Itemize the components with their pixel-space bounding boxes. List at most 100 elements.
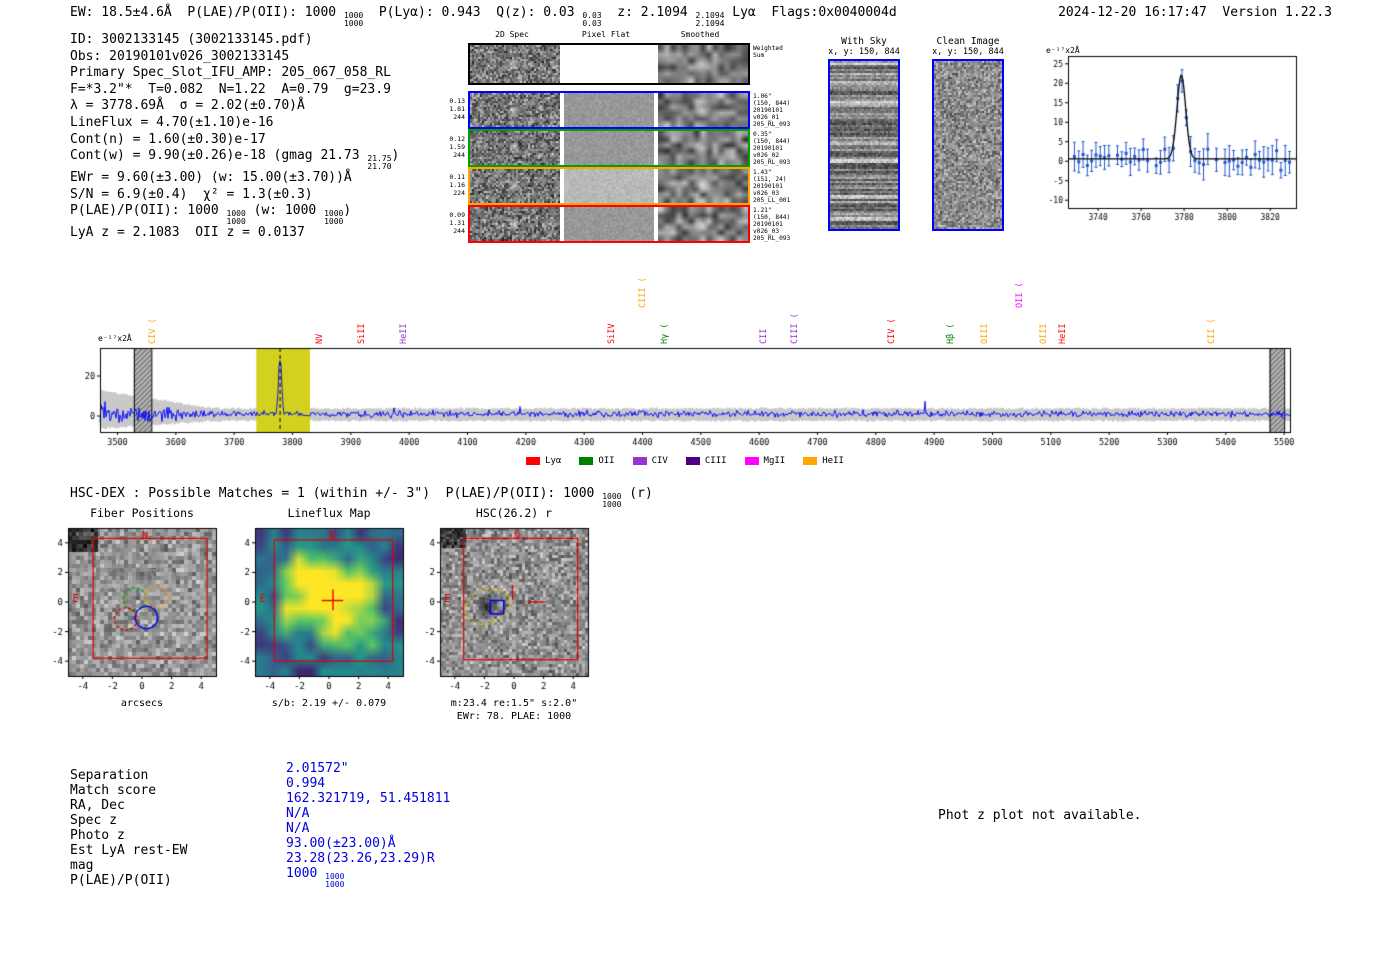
legend-item: OII xyxy=(579,456,615,466)
photz-note: Phot z plot not available. xyxy=(938,808,1142,823)
lineflux-map-title: Lineflux Map xyxy=(287,506,371,520)
text-run: HSC-DEX : Possible Matches = 1 (within +… xyxy=(70,486,603,501)
text-run: (r) xyxy=(621,486,653,501)
stacked-fraction: 0.03 0.03 xyxy=(582,11,602,28)
cutout-row-box xyxy=(468,91,750,129)
cutout-row: 0.11 1.16 224 1.43" (151, 24) 20190101 v026_03… xyxy=(432,167,803,205)
cutout-row-info: 1.21" (150, 844) 20190101 v026_03 205_RL_093 xyxy=(753,207,791,242)
match-row-value: 1000 1000 1000 xyxy=(286,866,345,889)
match-row-value: 162.321719, 51.451811 xyxy=(286,791,451,806)
spec2d-cutout-grid: 2D Spec Pixel Flat Smoothed Weighted Sum 0.13… xyxy=(432,30,804,254)
text-run: LyA z = 2.1083 OII z = 0.0137 xyxy=(70,225,305,241)
cutout-row-info: 0.35" (150, 844) 20190101 v026_02 205_RL_093 xyxy=(753,131,791,166)
cutout-row-info: Weighted Sum xyxy=(753,45,783,59)
legend-swatch xyxy=(632,457,647,465)
fiber-positions-title: Fiber Positions xyxy=(90,506,194,520)
line-id-label: OIII xyxy=(1038,323,1049,344)
cutout-row-box xyxy=(468,43,750,85)
text-run: P(Lyα): 0.943 Q(z): 0.03 xyxy=(363,5,583,20)
line-id-label: CII xyxy=(758,328,769,344)
legend-swatch xyxy=(744,457,759,465)
match-row: Match score 0.994 xyxy=(70,776,450,798)
clean-image-title: Clean Image xyxy=(936,36,1000,47)
legend-swatch xyxy=(526,457,541,465)
text-run: λ = 3778.69Å σ = 2.02(±0.70)Å xyxy=(70,98,305,114)
line-id-label: HeII xyxy=(399,323,410,344)
hsc-cutout-canvas xyxy=(406,524,596,696)
line-fit-plot: e⁻¹⁷x2Å xyxy=(1034,44,1306,234)
cutout-column-header: 2D Spec xyxy=(495,30,529,39)
line-id-label: HeII xyxy=(1058,323,1069,344)
timestamp-version: 2024-12-20 16:17:47 Version 1.22.3 xyxy=(1058,5,1332,20)
smoothed-cell xyxy=(658,169,748,203)
line-id-label: CIV ( xyxy=(148,318,159,344)
line-id-label: CII ( xyxy=(1207,318,1218,344)
cutout-row-box xyxy=(468,167,750,205)
text-run: P(LAE)/P(OII): 1000 xyxy=(70,203,227,219)
hsc-cutout-title: HSC(26.2) r xyxy=(475,506,553,520)
spec2d-cell xyxy=(470,45,560,83)
match-row-label: P(LAE)/P(OII) xyxy=(70,873,172,888)
line-id-label: Hγ ( xyxy=(659,323,670,344)
text-run: (w: 1000 xyxy=(245,203,325,219)
smoothed-cell xyxy=(658,207,748,241)
detection-info-block: ID: 3002133145 (3002133145.pdf) Obs: 2019… xyxy=(70,32,399,242)
stacked-fraction: 2.1094 2.1094 xyxy=(695,11,725,28)
info-line: LineFlux = 4.70(±1.10)e-16 xyxy=(70,115,399,132)
text-run: Primary Spec_Slot_IFU_AMP: 205_067_058_R… xyxy=(70,65,391,81)
info-line: ID: 3002133145 (3002133145.pdf) xyxy=(70,32,399,49)
line-id-label: OIII xyxy=(979,323,990,344)
legend-label: CIV xyxy=(651,456,668,466)
cutout-row: 0.13 1.81 244 1.06" (150, 844) 20190101 v026_0… xyxy=(432,91,803,129)
lineflux-map-canvas xyxy=(221,524,411,696)
cutout-row-info: 1.43" (151, 24) 20190101 v026_03 205_LL_001 xyxy=(753,169,791,204)
line-id-labels: CIV (NV SiII HeII SiIV CIII (Hγ (CII CIII (CI… xyxy=(70,262,1300,346)
text-run: F=*3.2"* T=0.082 N=1.22 A=0.79 g=23.9 xyxy=(70,81,391,97)
line-id-label: Hβ ( xyxy=(945,323,956,344)
legend-item: CIII xyxy=(685,456,727,466)
info-line: λ = 3778.69Å σ = 2.02(±0.70)Å xyxy=(70,98,399,115)
pixel-flat-cell xyxy=(564,93,654,127)
line-id-label: NV xyxy=(315,333,326,344)
legend-label: HeII xyxy=(822,456,844,466)
match-row-value: N/A xyxy=(286,806,310,821)
match-row: P(LAE)/P(OII) 1000 1000 1000 xyxy=(70,866,450,888)
spectrum-flux-units-label: e⁻¹⁷x2Å xyxy=(98,334,132,343)
cutout-row-weights: 0.11 1.16 224 xyxy=(449,173,465,197)
match-row-label: Est LyA rest-EW xyxy=(70,843,188,858)
info-line: Obs: 20190101v026_3002133145 xyxy=(70,49,399,66)
pixel-flat-cell xyxy=(564,207,654,241)
cutout-row: Weighted Sum xyxy=(432,43,803,85)
match-row: Separation 2.01572" xyxy=(70,761,450,783)
fiber-positions-panel: Fiber Positions arcsecs xyxy=(34,506,224,709)
fiber-positions-canvas xyxy=(34,524,224,696)
match-row-label: Separation xyxy=(70,768,149,783)
cutout-row-weights: 0.12 1.59 244 xyxy=(449,135,465,159)
cutout-row-weights: 0.09 1.31 244 xyxy=(449,211,465,235)
legend-item: HeII xyxy=(803,456,844,466)
text-run: S/N = 6.9(±0.4) χ² = 1.3(±0.3) xyxy=(70,186,313,202)
match-row-value: 2.01572" xyxy=(286,761,349,776)
line-id-label: OII ( xyxy=(1014,282,1025,308)
cutout-column-header: Smoothed xyxy=(680,30,720,39)
cutout-row: 0.12 1.59 244 0.35" (150, 844) 20190101 v026_0… xyxy=(432,129,803,167)
info-line: Cont(n) = 1.60(±0.30)e-17 xyxy=(70,132,399,149)
match-row: mag 23.28(23.26,23.29)R xyxy=(70,851,450,873)
full-spectrum-canvas xyxy=(70,346,1300,458)
line-id-label: SiIV xyxy=(607,323,618,344)
spec2d-cell xyxy=(470,169,560,203)
match-row-label: mag xyxy=(70,858,94,873)
stacked-fraction: 1000 1000 xyxy=(602,492,622,509)
info-line: Cont(w) = 9.90(±0.26)e-18 (gmag 21.73 21… xyxy=(70,148,399,170)
legend-label: CIII xyxy=(704,456,727,466)
text-run: LineFlux = 4.70(±1.10)e-16 xyxy=(70,114,274,130)
pixel-flat-cell xyxy=(564,169,654,203)
smoothed-cell xyxy=(658,131,748,165)
hsc-cutout-xlabel2: EWr: 78. PLAE: 1000 xyxy=(456,711,572,722)
match-row-value: N/A xyxy=(286,821,310,836)
info-line: F=*3.2"* T=0.082 N=1.22 A=0.79 g=23.9 xyxy=(70,82,399,99)
line-fit-canvas xyxy=(1034,44,1302,228)
match-row-value: 23.28(23.26,23.29)R xyxy=(286,851,435,866)
match-row-label: RA, Dec xyxy=(70,798,125,813)
